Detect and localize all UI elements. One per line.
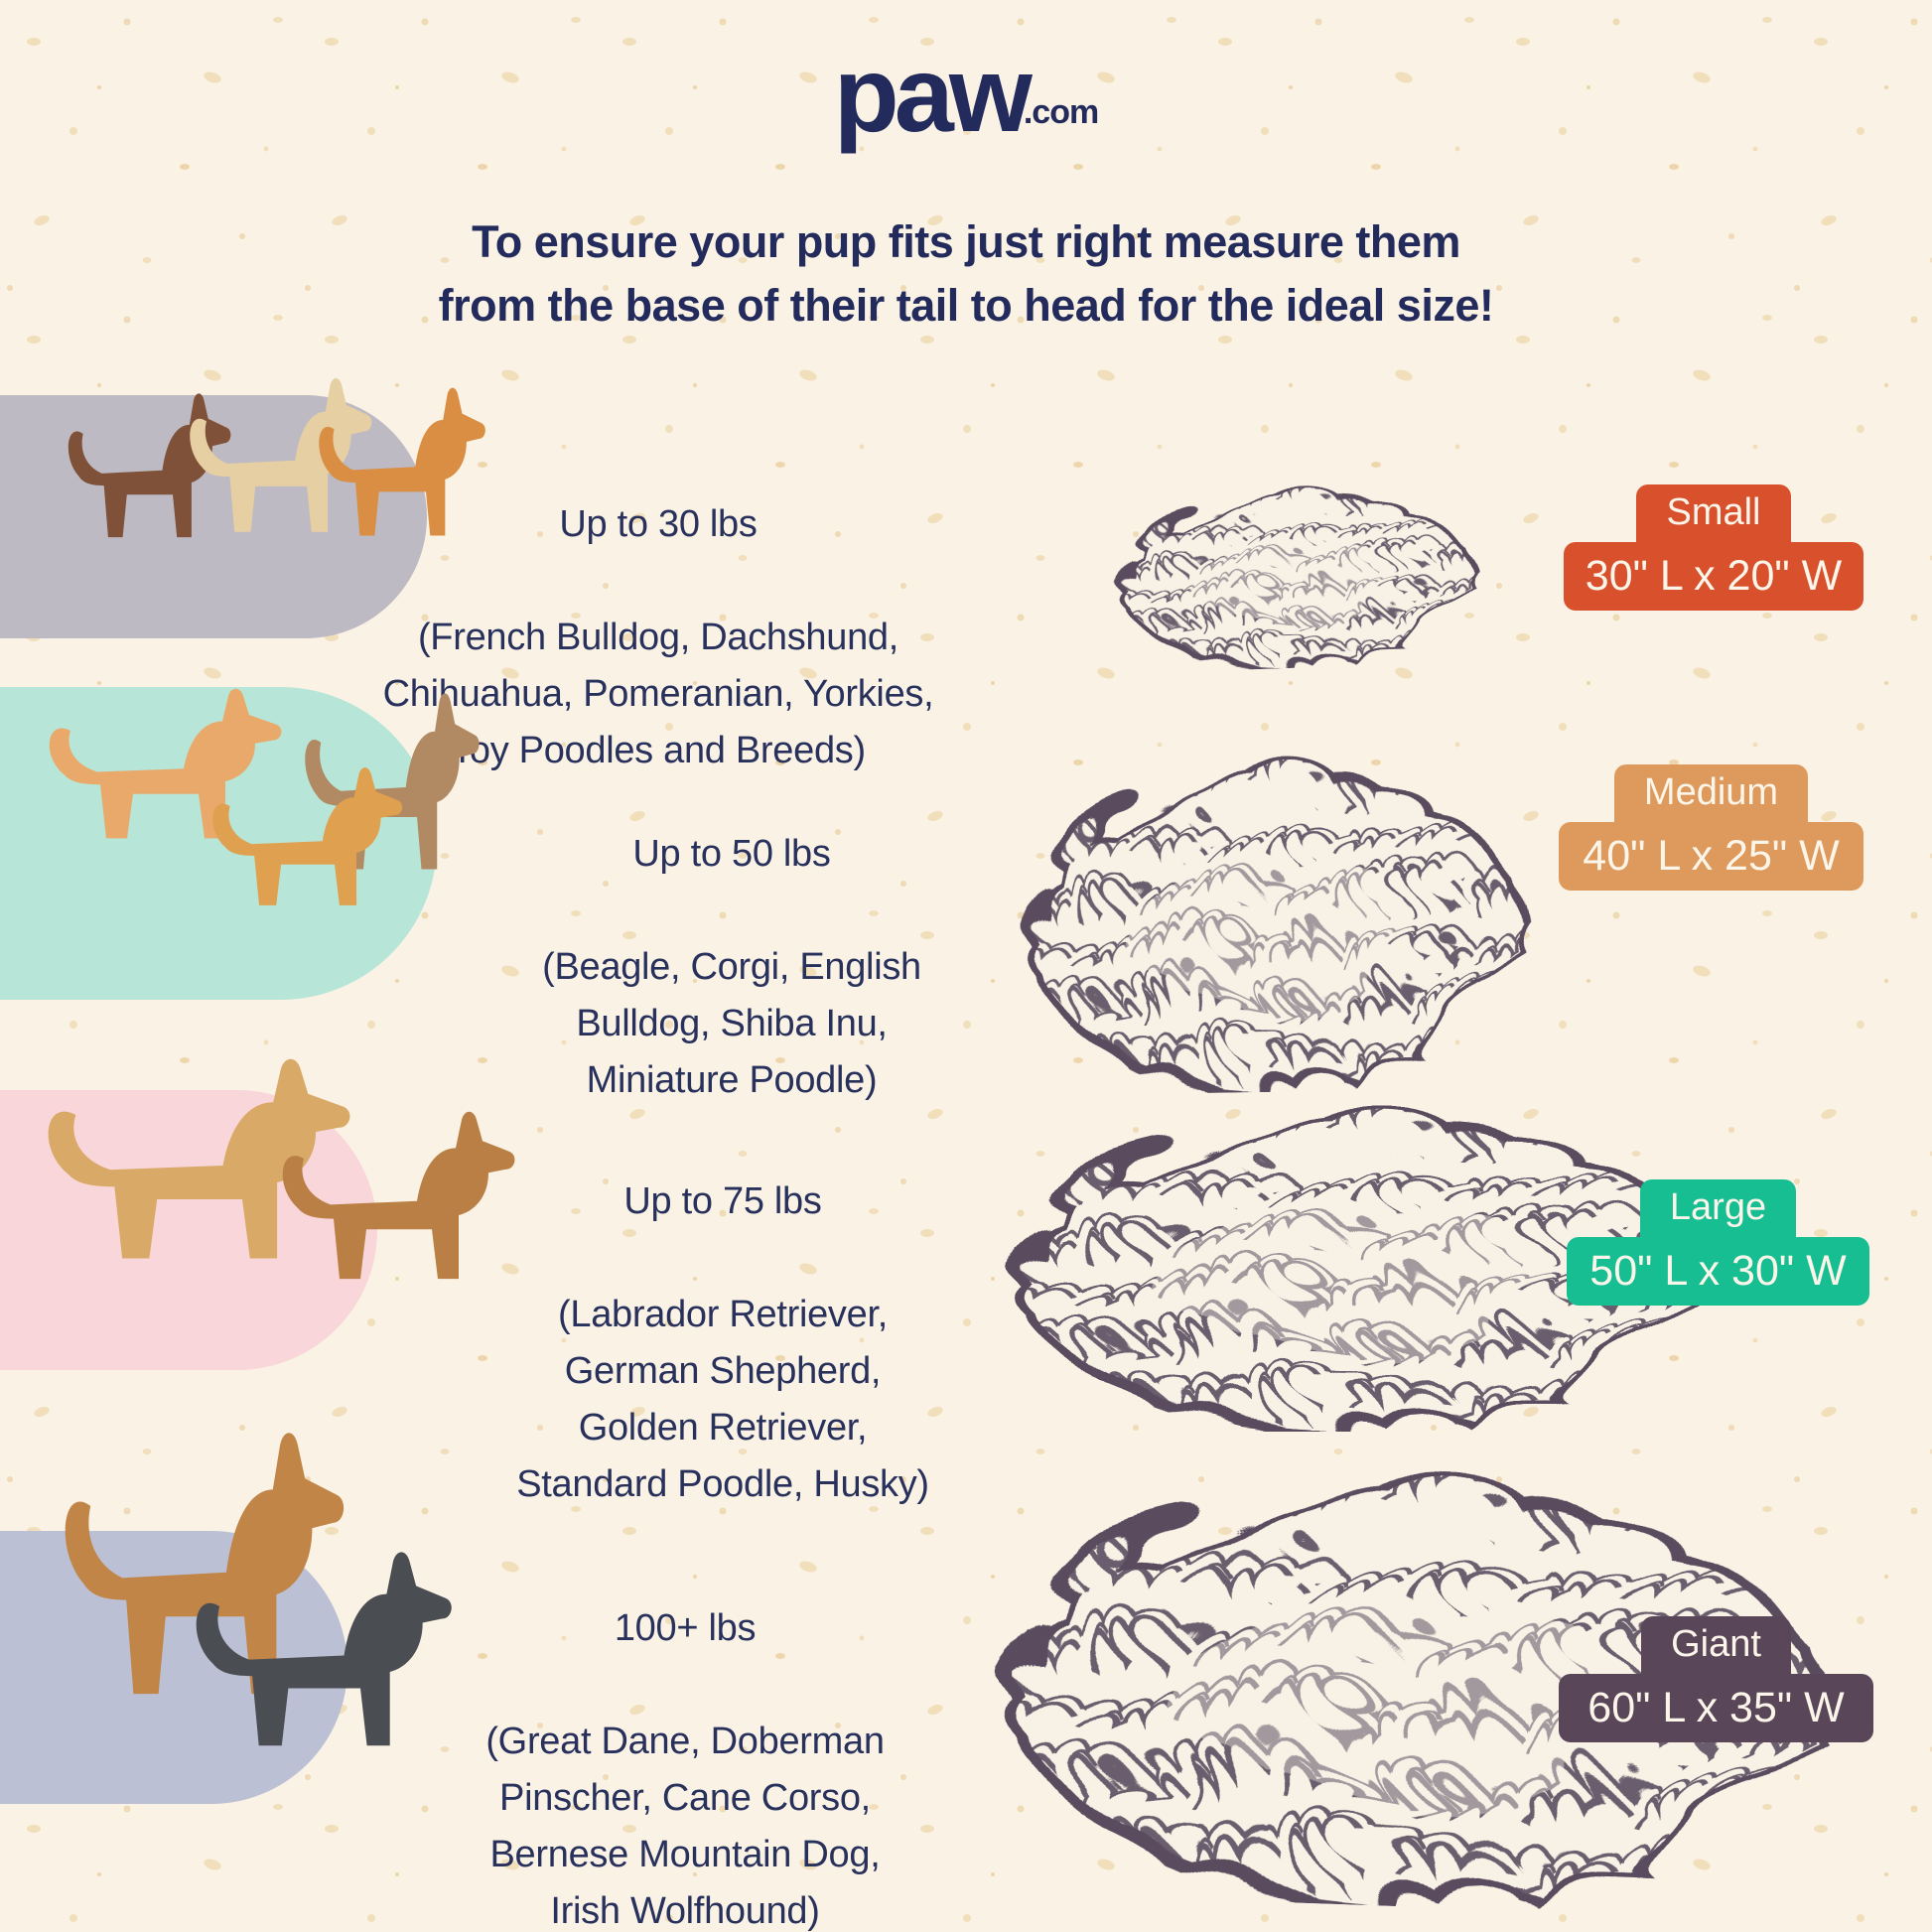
size-description-large: Up to 75 lbs (Labrador Retriever, German… [385,1117,1060,1570]
size-badge-giant: Giant 60" L x 35" W [1559,1616,1873,1743]
size-badge-medium: Medium 40" L x 25" W [1559,764,1863,892]
size-badge-small: Small 30" L x 20" W [1564,484,1863,612]
small-fluffy-dog-bed-icon [1084,468,1493,675]
size-badge-dimensions: 50" L x 30" W [1567,1236,1869,1307]
size-description-small: Up to 30 lbs (French Bulldog, Dachshund,… [321,440,996,836]
brand-logo-text: paw [833,34,1033,154]
size-badge-label: Large [1639,1179,1797,1237]
size-badge-label: Giant [1641,1616,1791,1674]
size-badge-dimensions: 30" L x 20" W [1564,541,1863,612]
breeds-list: (Labrador Retriever, German Shepherd, Go… [516,1294,929,1505]
brand-logo-tld: .com [1023,93,1099,132]
weight-label: Up to 75 lbs [623,1180,822,1222]
weight-label: Up to 50 lbs [632,833,831,875]
weight-label: Up to 30 lbs [559,503,758,545]
weight-label: 100+ lbs [614,1607,757,1649]
brand-logo: paw .com [0,34,1932,154]
size-badge-label: Small [1636,484,1791,542]
breeds-list: (Beagle, Corgi, English Bulldog, Shiba I… [542,946,921,1101]
breeds-list: (French Bulldog, Dachshund, Chihuahua, P… [382,617,934,771]
headline: To ensure your pup fits just right measu… [438,216,1494,331]
size-description-giant: 100+ lbs (Great Dane, Doberman Pinscher,… [347,1544,1023,1932]
size-badge-dimensions: 60" L x 35" W [1559,1673,1873,1743]
breeds-list: (Great Dane, Doberman Pinscher, Cane Cor… [485,1721,885,1932]
size-badge-large: Large 50" L x 30" W [1567,1179,1869,1307]
size-description-medium: Up to 50 lbs (Beagle, Corgi, English Bul… [394,769,1069,1166]
size-badge-dimensions: 40" L x 25" W [1559,821,1863,892]
size-badge-label: Medium [1613,764,1809,822]
